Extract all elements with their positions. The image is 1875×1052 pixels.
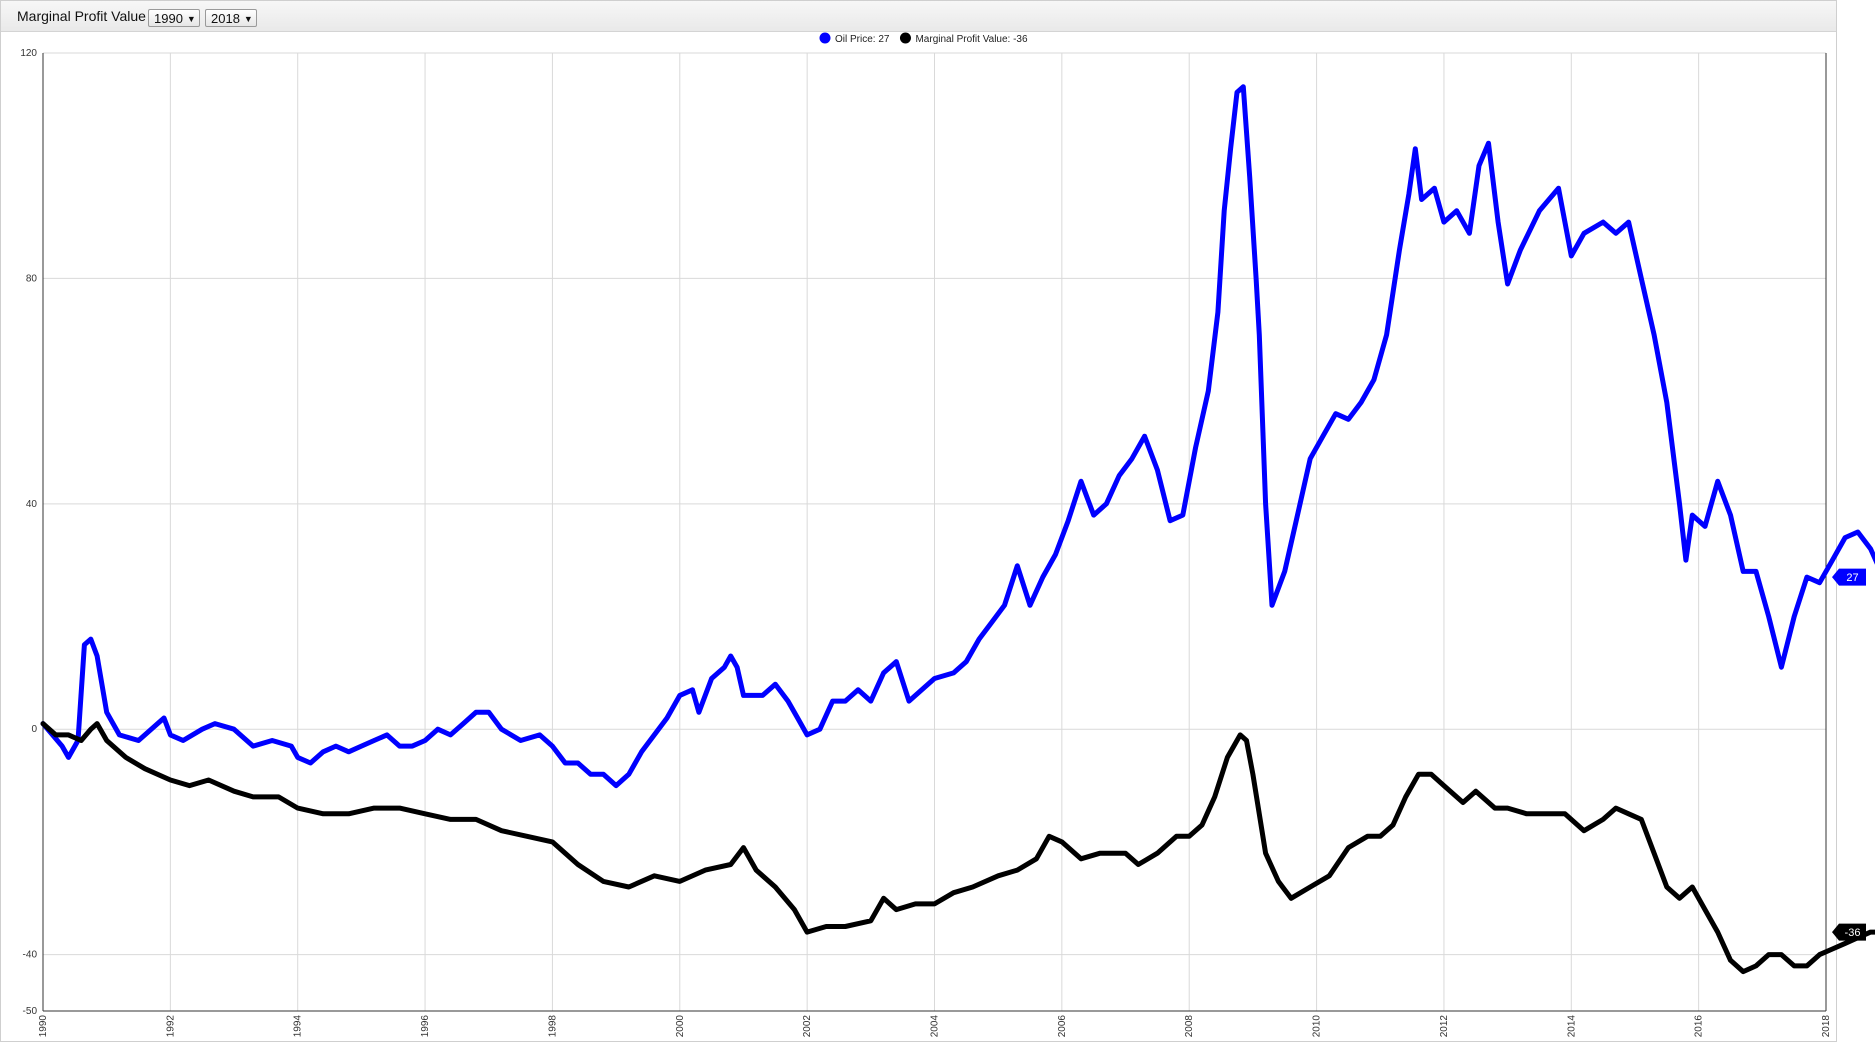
legend-label: Marginal Profit Value: -36	[915, 34, 1028, 45]
legend-marker	[819, 32, 831, 44]
x-tick-label: 2010	[1312, 1015, 1323, 1038]
y-tick-label: -40	[23, 950, 38, 961]
chart-panel: Marginal Profit Value 1990 ▼ 2018 ▼	[0, 0, 1837, 1042]
start-year-select[interactable]: 1990 ▼	[148, 9, 200, 27]
chart-header: Marginal Profit Value 1990 ▼ 2018 ▼	[1, 1, 1836, 32]
x-tick-label: 2018	[1821, 1015, 1832, 1038]
y-tick-label: -50	[23, 1006, 38, 1017]
chevron-down-icon: ▼	[186, 14, 196, 24]
x-tick-label: 2014	[1566, 1015, 1577, 1038]
y-tick-label: 0	[31, 724, 37, 735]
legend-marker	[899, 32, 911, 44]
series-lines	[40, 84, 1875, 975]
grid-lines	[42, 52, 1827, 1011]
start-year-value: 1990	[154, 11, 183, 26]
y-tick-label: 40	[26, 499, 38, 510]
series-line-0	[40, 84, 1875, 789]
x-tick-label: 2006	[1057, 1015, 1068, 1038]
y-tick-label: 120	[20, 48, 37, 59]
end-value-label: -36	[1845, 927, 1861, 939]
end-year-select[interactable]: 2018 ▼	[205, 9, 257, 27]
x-tick-label: 2012	[1439, 1015, 1450, 1038]
chart-title: Marginal Profit Value	[17, 8, 146, 24]
x-tick-label: 1996	[420, 1015, 431, 1038]
x-tick-label: 2008	[1184, 1015, 1195, 1038]
end-year-value: 2018	[211, 11, 240, 26]
end-value-tag	[1832, 923, 1866, 941]
end-value-tags: 27 -36	[1832, 568, 1866, 941]
x-tick-label: 2004	[930, 1015, 941, 1038]
tick-labels: 1990 1992 1994 1996 1998 2000 2002 2004 2006 2008…	[20, 48, 1832, 1037]
x-tick-label: 1992	[165, 1015, 176, 1038]
axes	[42, 53, 1827, 1012]
x-tick-label: 2016	[1694, 1015, 1705, 1038]
legend: Oil Price: 27 Marginal Profit Value: -36	[819, 32, 1028, 45]
x-tick-label: 2000	[675, 1015, 686, 1038]
series-line-1	[40, 721, 1875, 975]
x-tick-label: 2002	[802, 1015, 813, 1038]
legend-label: Oil Price: 27	[835, 34, 890, 45]
x-tick-label: 1998	[547, 1015, 558, 1038]
end-value-label: 27	[1846, 572, 1858, 584]
x-tick-label: 1994	[293, 1015, 304, 1038]
x-tick-label: 1990	[38, 1015, 49, 1038]
y-tick-label: 80	[26, 273, 38, 284]
chevron-down-icon: ▼	[243, 14, 253, 24]
end-value-tag	[1832, 568, 1866, 586]
